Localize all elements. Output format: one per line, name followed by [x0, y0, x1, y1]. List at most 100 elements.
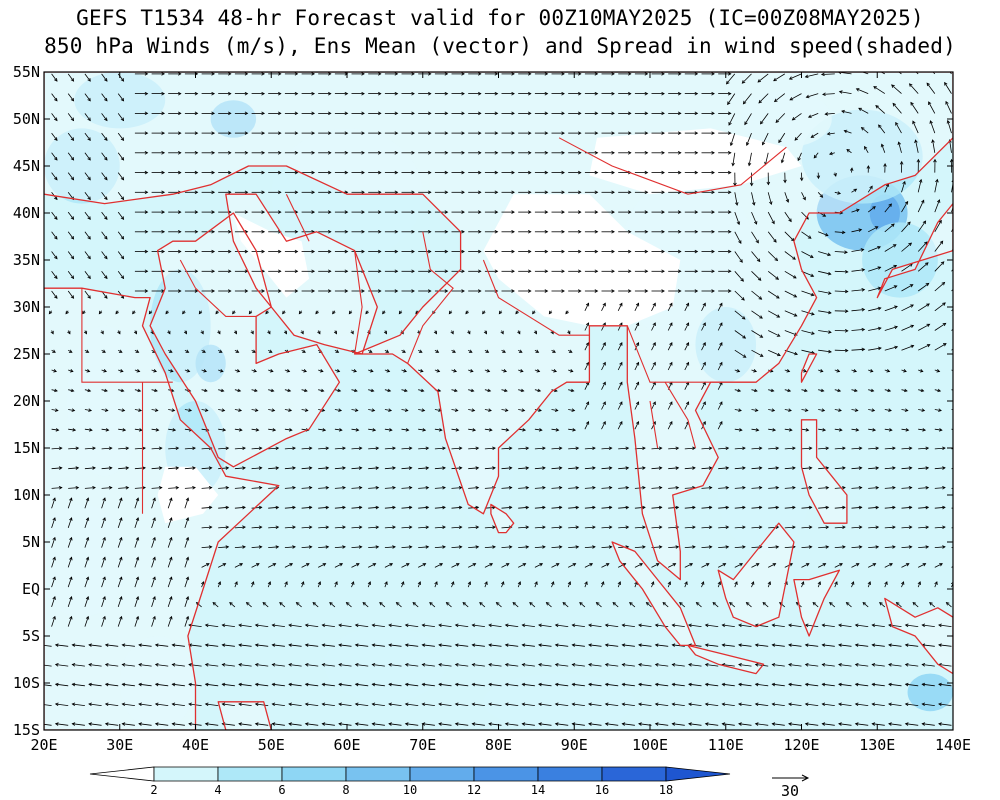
wind-arrow-head — [408, 545, 413, 549]
wind-arrow — [301, 546, 312, 548]
wind-arrow-head — [538, 643, 542, 647]
wind-arrow-head — [677, 91, 682, 96]
wind-arrow-head — [70, 255, 75, 260]
wind-arrow-head — [478, 289, 482, 293]
wind-arrow — [601, 342, 606, 351]
reference-arrow-head — [801, 774, 810, 782]
wind-arrow — [738, 703, 752, 706]
wind-arrow — [68, 409, 75, 411]
wind-arrow — [834, 251, 848, 253]
wind-arrow — [572, 703, 585, 706]
wind-arrow-head — [933, 158, 937, 163]
wind-arrow-head — [959, 546, 962, 549]
wind-arrow-head — [893, 285, 898, 289]
wind-arrow-head — [85, 576, 90, 581]
wind-arrow-head — [488, 682, 492, 687]
wind-arrow — [372, 683, 385, 687]
wind-arrow-head — [461, 210, 465, 214]
wind-arrow — [68, 428, 76, 431]
wind-arrow-head — [428, 131, 432, 135]
wind-arrow-head — [891, 66, 894, 69]
wind-arrow-head — [70, 275, 75, 280]
wind-arrow-head — [924, 262, 929, 266]
wind-arrow — [705, 664, 719, 667]
wind-arrow-head — [54, 643, 59, 647]
wind-arrow — [355, 703, 369, 706]
wind-arrow-head — [803, 388, 808, 393]
wind-arrow — [922, 683, 935, 687]
wind-arrow-head — [694, 230, 699, 234]
wind-arrow — [808, 113, 819, 118]
wind-arrow-head — [926, 82, 930, 87]
wind-arrow — [901, 389, 908, 392]
wind-arrow-head — [661, 249, 665, 254]
wind-arrow-head — [677, 111, 682, 116]
wind-arrow-head — [644, 269, 649, 274]
wind-arrow — [572, 723, 585, 726]
wind-arrow-head — [942, 525, 946, 530]
wind-arrow — [617, 362, 623, 371]
wind-arrow-head — [292, 545, 296, 549]
wind-arrow-head — [794, 351, 799, 356]
wind-arrow — [434, 506, 446, 509]
wind-arrow — [844, 130, 852, 134]
wind-arrow-head — [854, 702, 859, 707]
wind-arrow — [218, 467, 229, 470]
wind-arrow — [117, 517, 122, 529]
wind-arrow-head — [738, 643, 742, 647]
wind-arrow-head — [892, 525, 896, 530]
wind-arrow-head — [365, 310, 369, 315]
wind-arrow — [338, 683, 352, 687]
wind-arrow — [734, 330, 746, 339]
wind-arrow-head — [827, 252, 832, 257]
wind-arrow — [734, 251, 743, 263]
wind-arrow-head — [738, 408, 742, 412]
wind-arrow — [888, 624, 902, 627]
wind-arrow-head — [644, 230, 649, 234]
wind-arrow — [768, 409, 775, 411]
wind-arrow-head — [558, 505, 563, 510]
wind-arrow-head — [644, 91, 649, 96]
wind-arrow — [934, 261, 945, 272]
wind-arrow-head — [238, 428, 243, 432]
wind-arrow — [705, 644, 719, 647]
wind-arrow-head — [288, 428, 293, 432]
wind-arrow-head — [292, 486, 296, 490]
wind-arrow-head — [261, 289, 266, 293]
wind-arrow-head — [808, 486, 813, 490]
wind-arrow — [388, 683, 402, 687]
wind-arrow — [701, 581, 704, 588]
wind-arrow — [151, 616, 156, 627]
wind-arrow-head — [203, 369, 207, 373]
wind-arrow-head — [439, 563, 444, 567]
wind-arrow — [651, 362, 656, 371]
wind-arrow-head — [171, 702, 176, 707]
wind-arrow-head — [408, 505, 413, 510]
wind-arrow — [405, 723, 419, 726]
wind-arrow — [684, 322, 689, 331]
wind-arrow-head — [120, 176, 125, 181]
wind-arrow — [101, 93, 108, 102]
wind-arrow-head — [826, 131, 831, 136]
wind-arrow-head — [185, 615, 190, 620]
wind-arrow — [401, 526, 412, 529]
wind-arrow-head — [511, 151, 515, 155]
wind-arrow-head — [178, 170, 182, 175]
wind-arrow — [801, 447, 812, 450]
wind-arrow — [268, 467, 279, 470]
wind-arrow-head — [475, 525, 480, 530]
wind-arrow-head — [825, 486, 830, 490]
wind-arrow-head — [908, 446, 913, 451]
wind-arrow-head — [544, 131, 549, 135]
wind-arrow — [868, 226, 878, 233]
wind-arrow-head — [92, 466, 96, 470]
wind-arrow-head — [711, 230, 715, 234]
wind-arrow — [822, 723, 835, 726]
wind-arrow-head — [727, 170, 732, 175]
wind-arrow-head — [194, 111, 199, 116]
wind-arrow-head — [792, 446, 796, 451]
wind-arrow-head — [788, 623, 792, 628]
wind-arrow-head — [838, 623, 842, 628]
wind-arrow — [718, 546, 729, 548]
wind-arrow-head — [635, 342, 640, 346]
